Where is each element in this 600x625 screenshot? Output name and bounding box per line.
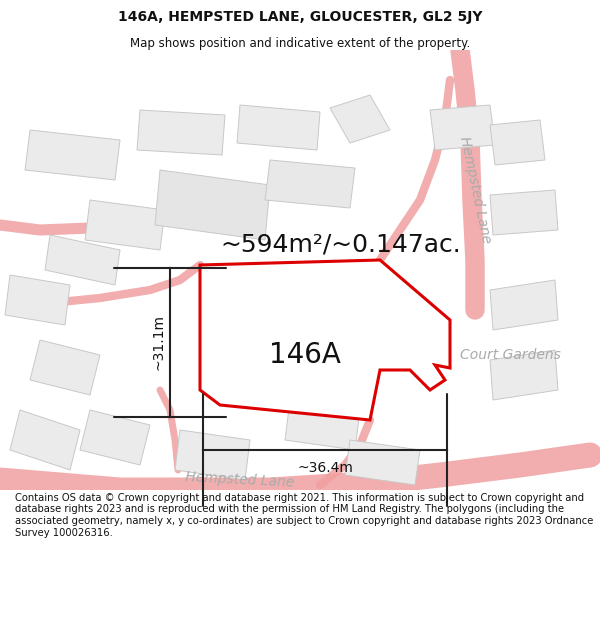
Polygon shape [345, 440, 420, 485]
Polygon shape [137, 110, 225, 155]
Text: Contains OS data © Crown copyright and database right 2021. This information is : Contains OS data © Crown copyright and d… [15, 492, 593, 538]
Polygon shape [237, 105, 320, 150]
Text: Map shows position and indicative extent of the property.: Map shows position and indicative extent… [130, 38, 470, 51]
Polygon shape [490, 280, 558, 330]
Polygon shape [85, 200, 165, 250]
Text: ~36.4m: ~36.4m [297, 461, 353, 475]
Polygon shape [285, 400, 360, 450]
Polygon shape [330, 95, 390, 143]
Polygon shape [490, 120, 545, 165]
Text: 146A: 146A [269, 341, 341, 369]
Polygon shape [30, 340, 100, 395]
Polygon shape [175, 430, 250, 480]
Text: Hempsted Lane: Hempsted Lane [457, 135, 493, 245]
Polygon shape [430, 105, 495, 150]
Polygon shape [155, 170, 270, 240]
Polygon shape [5, 275, 70, 325]
Polygon shape [200, 260, 450, 420]
Text: Court Gardens: Court Gardens [460, 348, 560, 362]
Text: 146A, HEMPSTED LANE, GLOUCESTER, GL2 5JY: 146A, HEMPSTED LANE, GLOUCESTER, GL2 5JY [118, 10, 482, 24]
Polygon shape [45, 235, 120, 285]
Text: Hempsted Lane: Hempsted Lane [185, 470, 295, 490]
Polygon shape [490, 190, 558, 235]
Polygon shape [10, 410, 80, 470]
Polygon shape [25, 130, 120, 180]
Polygon shape [490, 350, 558, 400]
Polygon shape [80, 410, 150, 465]
Text: ~594m²/~0.147ac.: ~594m²/~0.147ac. [220, 233, 461, 257]
Text: ~31.1m: ~31.1m [151, 314, 165, 371]
Polygon shape [265, 160, 355, 208]
